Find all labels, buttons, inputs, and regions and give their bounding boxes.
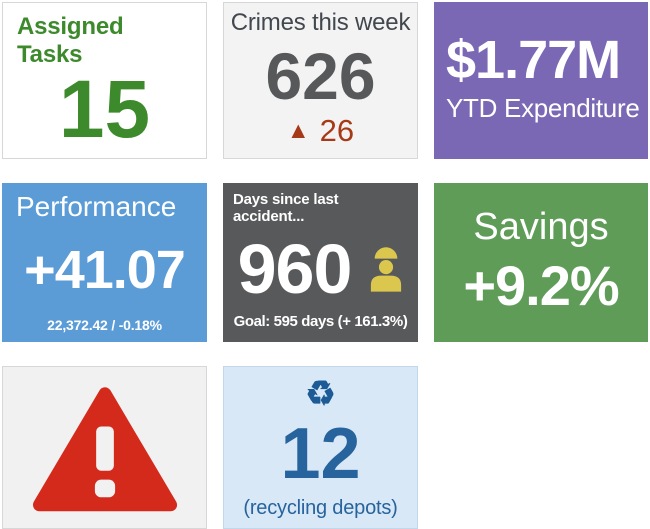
- recycling-depots-label: (recycling depots): [243, 497, 398, 519]
- performance-title: Performance: [16, 191, 177, 222]
- card-days-since-accident: Days since last accident... 960 Goal: 59…: [223, 183, 418, 342]
- performance-value: +41.07: [24, 240, 186, 300]
- days-since-accident-goal: Goal: 595 days (+ 161.3%): [233, 313, 408, 330]
- card-warning: [2, 366, 207, 529]
- recycling-depots-value: 12: [280, 414, 361, 494]
- expenditure-value: $1.77M: [446, 30, 621, 91]
- crimes-delta: ▲ 26: [287, 115, 354, 146]
- crimes-title: Crimes this week: [230, 9, 411, 36]
- card-ytd-expenditure: $1.77M YTD Expenditure: [434, 2, 648, 159]
- days-since-accident-title: Days since last accident...: [233, 191, 339, 225]
- worker-person-icon: [371, 247, 402, 292]
- card-savings: Savings +9.2%: [434, 183, 648, 342]
- card-assigned-tasks: Assigned Tasks 15: [2, 2, 207, 159]
- up-triangle-icon: ▲: [286, 117, 310, 143]
- card-crimes-this-week: Crimes this week 626 ▲ 26: [223, 2, 418, 159]
- crimes-value: 626: [265, 39, 376, 113]
- assigned-tasks-title: Assigned Tasks: [17, 13, 124, 68]
- expenditure-label: YTD Expenditure: [446, 92, 640, 123]
- empty-cell: [434, 366, 648, 529]
- performance-detail: 22,372.42 / -0.18%: [47, 317, 162, 333]
- savings-value: +9.2%: [463, 253, 619, 317]
- card-recycling-depots: ♻ 12 (recycling depots): [223, 366, 418, 529]
- assigned-tasks-value: 15: [58, 64, 151, 155]
- days-since-accident-value: 960: [237, 230, 353, 308]
- savings-title: Savings: [473, 205, 609, 248]
- recycle-icon: ♻: [305, 375, 336, 413]
- days-since-accident-value-row: 960: [233, 225, 408, 313]
- warning-triangle-icon: [32, 386, 177, 511]
- crimes-delta-value: 26: [319, 113, 355, 148]
- card-performance: Performance +41.07 22,372.42 / -0.18%: [2, 183, 207, 342]
